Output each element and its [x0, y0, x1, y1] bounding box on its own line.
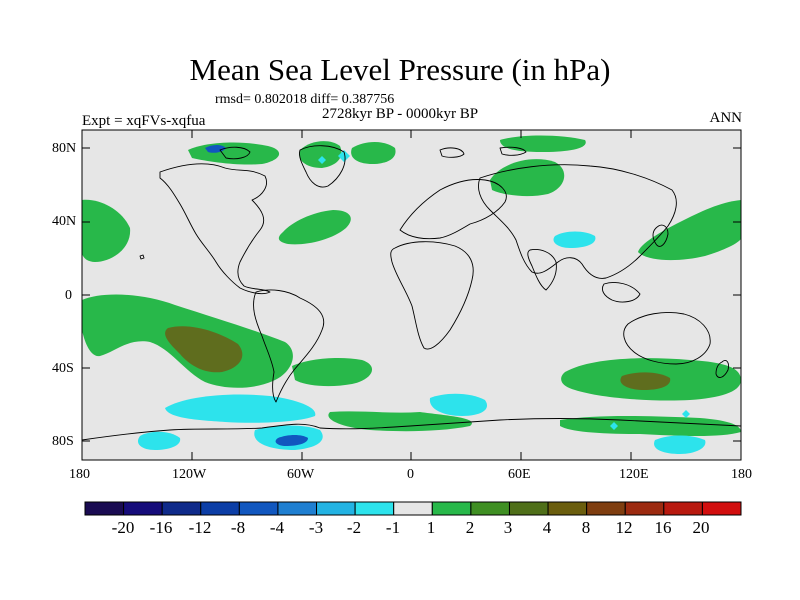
iceland-region [351, 142, 396, 164]
coast-hawaii [139, 254, 145, 260]
south-indian-core [620, 372, 671, 390]
colorbar-label: -2 [346, 518, 362, 537]
coast-south-america [253, 289, 325, 403]
lon-label-180w: 180 [69, 467, 90, 482]
stats-text: rmsd= 0.802018 diff= 0.387756 [215, 92, 395, 107]
coast-antarctica [82, 418, 741, 441]
north-pacific-east-region [82, 199, 131, 262]
lon-label-120w: 120W [172, 467, 207, 482]
coast-india [527, 249, 557, 291]
coast-africa [390, 241, 474, 350]
colorbar [84, 501, 742, 516]
colorbar-label: 1 [426, 518, 436, 537]
colorbar-swatch [586, 501, 626, 516]
east-antarctic-region [654, 435, 706, 454]
greenland-east-region [299, 141, 342, 168]
weddell-core [275, 435, 308, 446]
colorbar-label: 20 [692, 518, 710, 537]
colorbar-label: -4 [269, 518, 285, 537]
coast-new-zealand [715, 359, 729, 378]
colorbar-label: 2 [465, 518, 475, 537]
lon-ticks [191, 130, 632, 460]
coast-japan [652, 224, 669, 247]
coast-north-america [159, 163, 271, 295]
lon-label-60e: 60E [508, 467, 531, 482]
colorbar-swatch [123, 501, 163, 516]
colorbar-label: -16 [149, 518, 173, 537]
colorbar-label: -3 [308, 518, 324, 537]
colorbar-swatch [238, 501, 279, 516]
lat-label-40s: 40S [52, 361, 74, 376]
lat-label-40n: 40N [52, 214, 77, 229]
strong-positive-cores [165, 326, 671, 390]
period-label: 2728kyr BP - 0000kyr BP [322, 106, 479, 122]
lon-label-180e: 180 [731, 467, 752, 482]
plot-title: Mean Sea Level Pressure (in hPa) [189, 52, 611, 87]
arctic-small-region-b [338, 150, 350, 162]
colorbar-swatch [431, 501, 472, 516]
lon-label-0: 0 [407, 467, 414, 482]
arctic-small-region-d [682, 410, 690, 418]
mongolia-region [553, 231, 596, 248]
lat-label-80n: 80N [52, 141, 77, 156]
coastlines [82, 145, 741, 441]
lat-label-0: 0 [65, 288, 72, 303]
colorbar-swatch [200, 501, 240, 516]
antarctic-east-region [560, 416, 741, 436]
colorbar-label: 4 [542, 518, 552, 537]
colorbar-label: 3 [503, 518, 513, 537]
southern-ocean-central-region [429, 393, 488, 416]
coast-europe [399, 179, 507, 240]
colorbar-swatch [624, 501, 665, 516]
arctic-siberia-region [500, 135, 586, 152]
colorbar-swatch [508, 501, 549, 516]
lon-label-120e: 120E [619, 467, 649, 482]
coast-se-asia [601, 282, 641, 303]
lon-label-60w: 60W [287, 467, 315, 482]
colorbar-swatch [354, 501, 395, 516]
north-atlantic-region [278, 210, 351, 245]
season-label: ANN [709, 110, 743, 126]
colorbar-swatch [393, 501, 433, 516]
colorbar-label: 12 [615, 518, 633, 537]
colorbar-swatch [316, 501, 356, 516]
colorbar-label: 16 [654, 518, 672, 537]
south-atlantic-region [292, 358, 373, 387]
colorbar-label: -12 [188, 518, 212, 537]
south-pacific-core [165, 326, 243, 373]
arctic-small-region-a [318, 156, 326, 164]
north-pacific-west-region [638, 200, 741, 261]
experiment-label: Expt = xqFVs-xqfua [82, 113, 206, 129]
southern-ocean-west-region [165, 394, 316, 423]
antarctic-coast-region [328, 411, 472, 432]
colorbar-label: -8 [230, 518, 246, 537]
lat-label-80s: 80S [52, 434, 74, 449]
arctic-small-region-c [610, 422, 618, 430]
colorbar-swatch [547, 501, 588, 516]
colorbar-swatch [701, 501, 742, 516]
colorbar-label: -1 [385, 518, 401, 537]
coast-australia [623, 312, 711, 365]
colorbar-swatch [84, 501, 125, 516]
ross-sea-region [137, 431, 181, 450]
coast-greenland [299, 145, 346, 188]
lat-ticks [82, 147, 741, 442]
colorbar-swatch [470, 501, 510, 516]
colorbar-swatch [277, 501, 318, 516]
coast-asia [478, 164, 677, 279]
colorbar-swatch [663, 501, 703, 516]
colorbar-label: -20 [111, 518, 135, 537]
colorbar-label: 8 [581, 518, 591, 537]
siberia-region [490, 159, 565, 197]
colorbar-swatch [161, 501, 202, 516]
coast-arctic-islands [219, 146, 527, 160]
